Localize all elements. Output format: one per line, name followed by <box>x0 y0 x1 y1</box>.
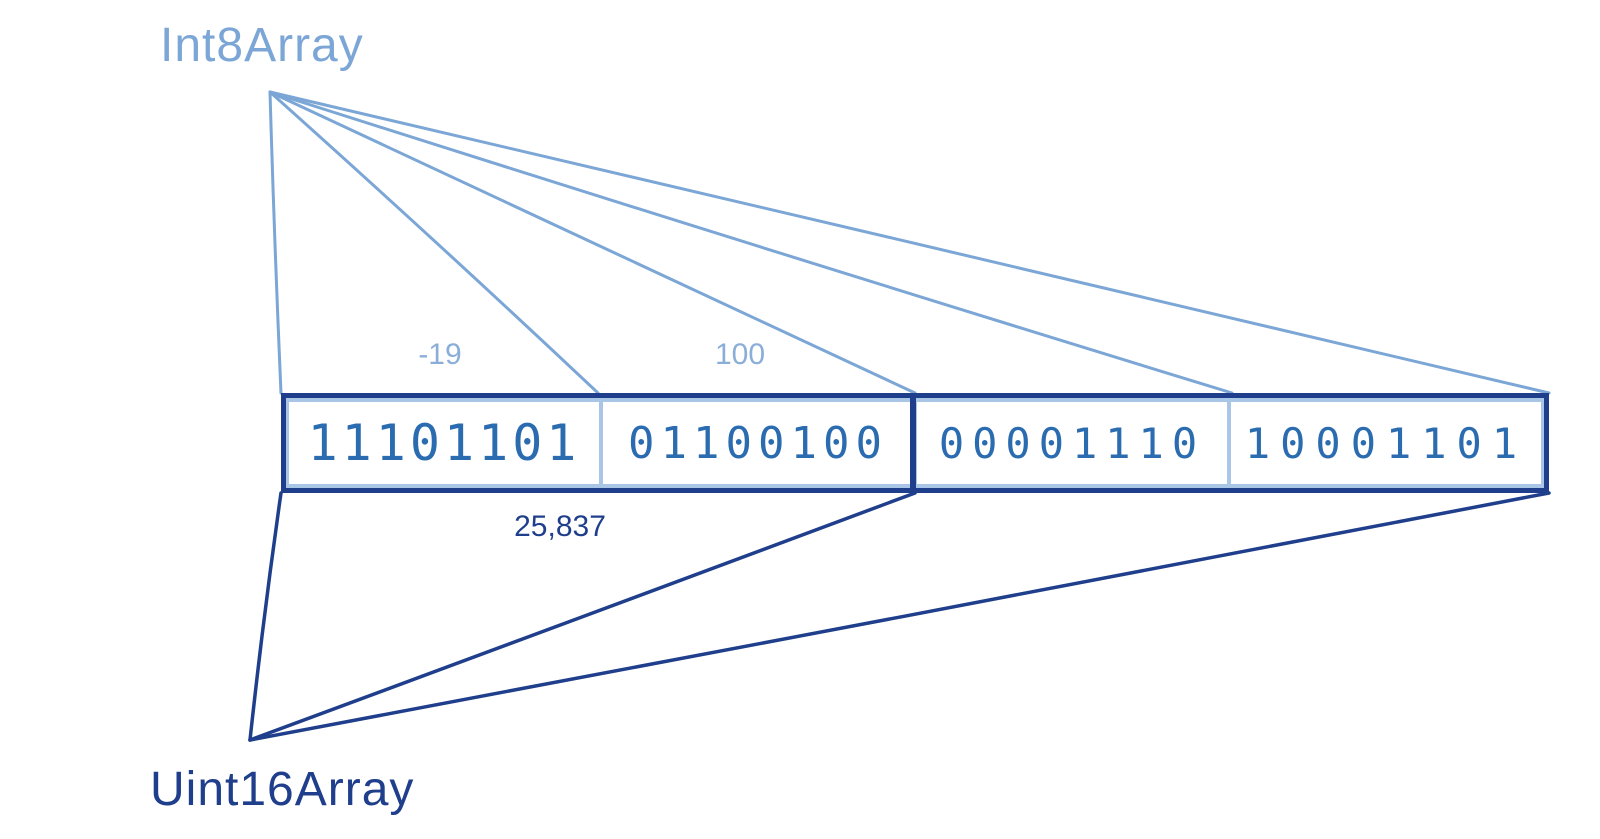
byte-cell-1: 01100100 <box>599 398 917 488</box>
byte-buffer: 11101101 01100100 00001110 10001101 <box>285 398 1545 488</box>
title-uint16array: Uint16Array <box>150 762 414 817</box>
byte-bits-3: 10001101 <box>1231 419 1541 468</box>
int8-value-1: 100 <box>715 338 765 372</box>
int8-value-0: -19 <box>418 338 461 372</box>
title-int8array: Int8Array <box>160 18 364 73</box>
byte-bits-1: 01100100 <box>603 418 913 469</box>
uint16-value-0: 25,837 <box>514 510 606 544</box>
byte-cell-3: 10001101 <box>1227 398 1545 488</box>
byte-cell-0: 11101101 <box>285 398 603 488</box>
byte-cell-2: 00001110 <box>913 398 1231 488</box>
byte-bits-0: 11101101 <box>289 414 599 472</box>
byte-bits-2: 00001110 <box>917 419 1227 468</box>
diagram-stage: { "canvas": { "width": 1600, "height": 8… <box>0 0 1600 839</box>
